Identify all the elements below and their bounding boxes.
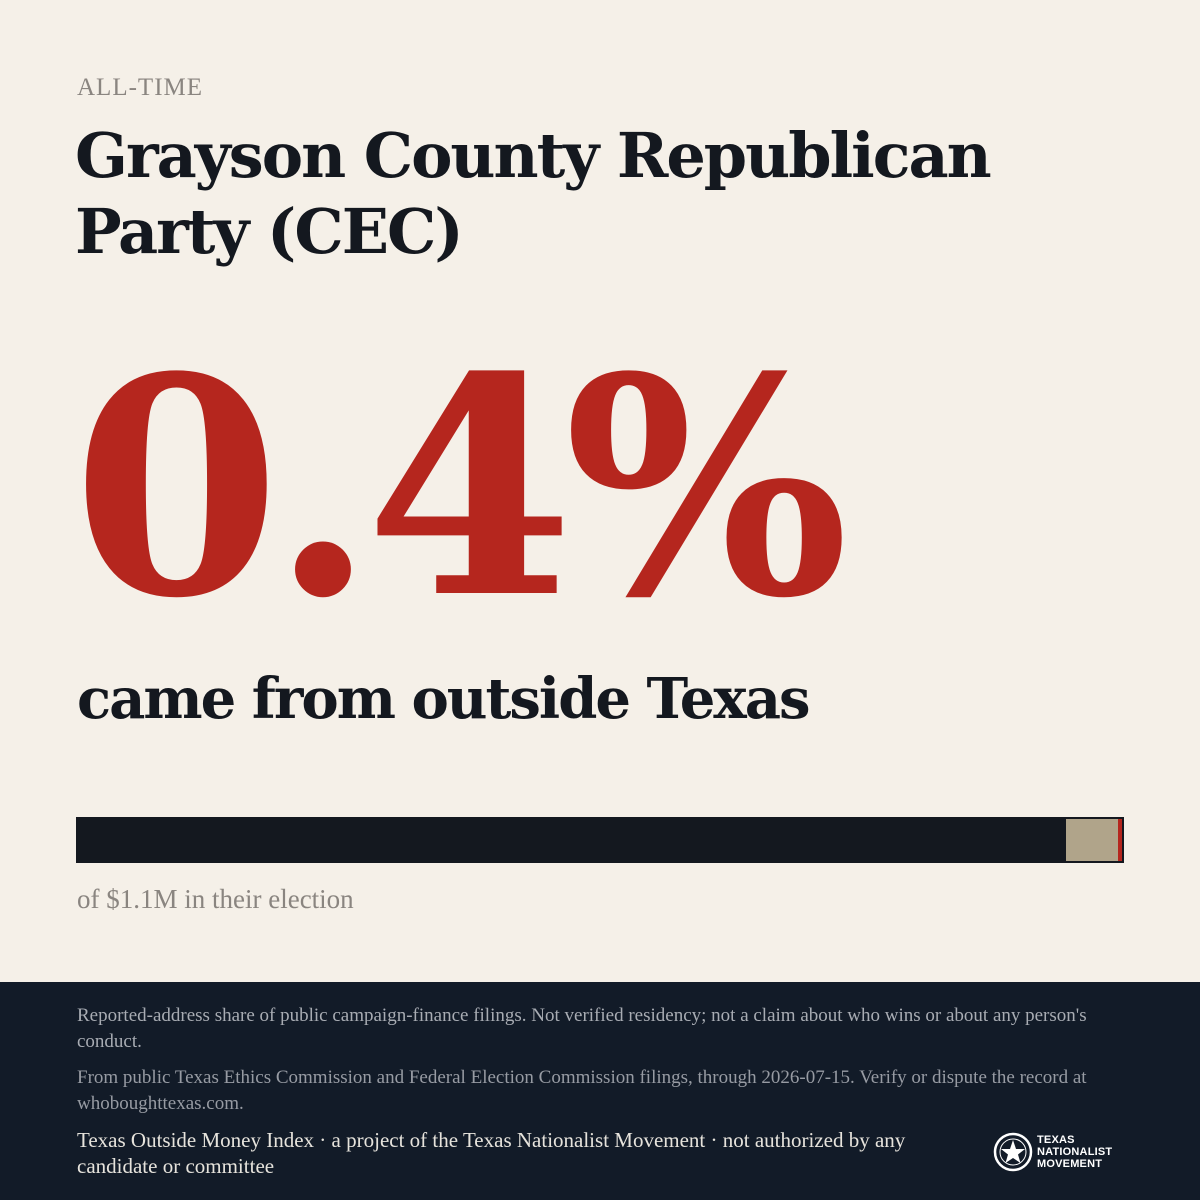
page-title: Grayson County Republican Party (CEC) — [75, 119, 992, 268]
logo-line-3: MOVEMENT — [1037, 1158, 1103, 1170]
eyebrow-label: ALL-TIME — [77, 74, 204, 101]
tnm-logo: TEXAS NATIONALIST MOVEMENT — [993, 1131, 1123, 1173]
footer-credit: Texas Outside Money Index · a project of… — [77, 1128, 906, 1178]
logo-line-1: TEXAS — [1037, 1134, 1075, 1146]
logo-wordmark: TEXAS NATIONALIST MOVEMENT — [1037, 1134, 1112, 1170]
share-bar-texas-segment — [78, 819, 1066, 861]
bar-caption: of $1.1M in their election — [77, 884, 354, 914]
logo-line-2: NATIONALIST — [1037, 1146, 1113, 1158]
stat-subhead: came from outside Texas — [77, 666, 811, 732]
footer-source: From public Texas Ethics Commission and … — [77, 1067, 1087, 1114]
share-bar-tan-segment — [1066, 819, 1118, 861]
footer-disclaimer: Reported-address share of public campaig… — [77, 1005, 1087, 1052]
share-bar — [76, 817, 1124, 863]
share-bar-outside-segment — [1118, 819, 1122, 861]
star-seal-icon — [993, 1132, 1033, 1172]
outside-percent: 0.4% — [72, 311, 849, 664]
